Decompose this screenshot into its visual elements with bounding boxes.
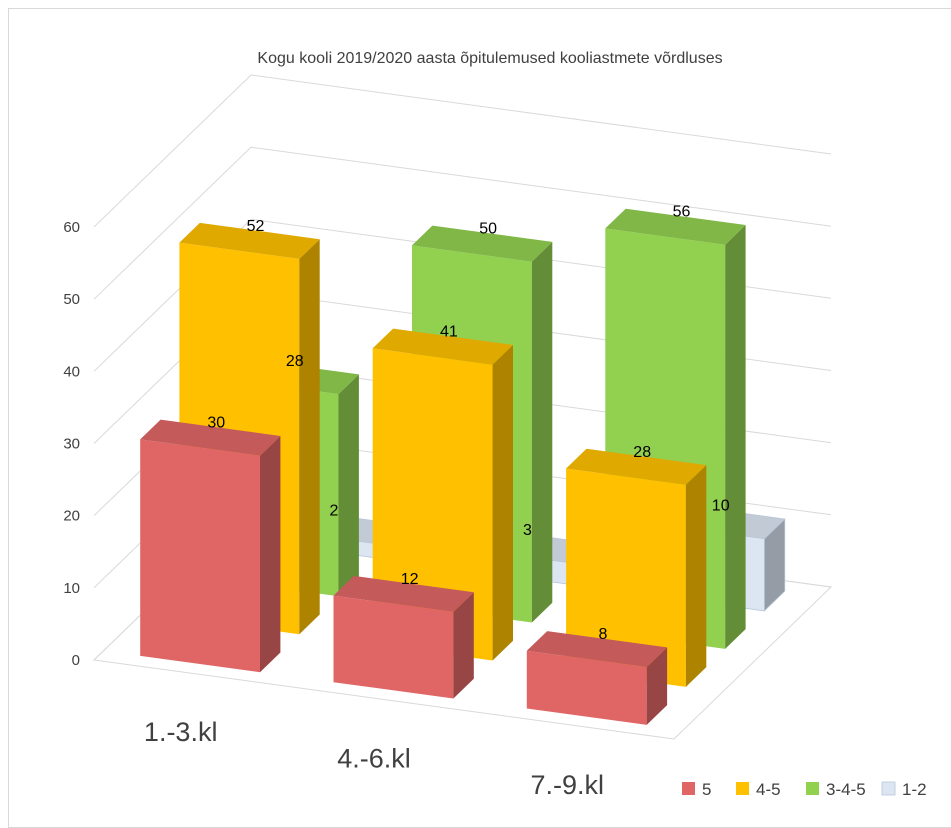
bar bbox=[140, 419, 281, 673]
bar-top-face bbox=[333, 575, 474, 612]
y-tick-label: 30 bbox=[63, 436, 80, 453]
legend-item: 1-2 bbox=[881, 780, 927, 799]
legend-item: 3-4-5 bbox=[806, 780, 866, 799]
legend-item: 5 bbox=[682, 780, 711, 799]
bar-front-face bbox=[372, 348, 493, 661]
bar-side-face bbox=[492, 344, 513, 661]
data-label: 56 bbox=[673, 204, 691, 221]
category-label: 7.-9.kl bbox=[531, 770, 605, 800]
legend-label: 5 bbox=[702, 780, 711, 799]
bar-top-face bbox=[566, 448, 707, 485]
bar bbox=[372, 328, 513, 661]
bar-side-face bbox=[453, 592, 474, 699]
bar-top-face bbox=[179, 222, 320, 259]
bar-front-face bbox=[566, 468, 686, 687]
data-label: 28 bbox=[633, 444, 651, 461]
bar-top-face bbox=[140, 419, 281, 456]
category-label: 4.-6.kl bbox=[337, 744, 411, 774]
data-label: 2 bbox=[330, 503, 339, 520]
y-tick-label: 50 bbox=[63, 291, 80, 308]
y-tick-label: 20 bbox=[63, 508, 80, 525]
bar-side-face bbox=[531, 241, 553, 623]
bar bbox=[566, 448, 707, 687]
bar-side-face bbox=[646, 647, 668, 725]
bar-top-face bbox=[526, 631, 668, 668]
y-tick-label: 10 bbox=[63, 580, 80, 597]
category-label: 1.-3.kl bbox=[144, 717, 218, 747]
bar-front-face bbox=[526, 650, 647, 725]
data-label: 50 bbox=[479, 221, 497, 238]
legend-swatch bbox=[881, 781, 896, 796]
bar-front-face bbox=[333, 595, 454, 699]
bar-side-face bbox=[260, 436, 281, 673]
data-label: 30 bbox=[207, 415, 225, 432]
bar-top-face bbox=[605, 208, 746, 245]
data-label: 12 bbox=[401, 571, 419, 588]
y-tick-label: 0 bbox=[72, 652, 80, 669]
data-label: 3 bbox=[523, 522, 532, 539]
bar bbox=[333, 575, 474, 699]
y-tick-label: 60 bbox=[63, 219, 80, 236]
legend-label: 3-4-5 bbox=[826, 780, 866, 799]
legend-label: 1-2 bbox=[902, 780, 927, 799]
bar-front-face bbox=[140, 439, 260, 673]
legend-swatch bbox=[806, 782, 819, 795]
chart-title: Kogu kooli 2019/2020 aasta õpitulemused … bbox=[257, 50, 722, 67]
legend-label: 4-5 bbox=[756, 780, 781, 799]
bar-side-face bbox=[299, 239, 320, 635]
legend-swatch bbox=[736, 782, 749, 795]
chart-root: 2 3 10 28 50 56 52 41 28 30 12 8 Kogu kooli 2019/20… bbox=[8, 8, 951, 828]
y-tick-label: 40 bbox=[63, 363, 80, 380]
bar-side-face bbox=[725, 225, 746, 649]
bar bbox=[526, 631, 668, 725]
data-label: 10 bbox=[712, 498, 730, 515]
data-label: 52 bbox=[247, 218, 265, 235]
data-label: 8 bbox=[599, 626, 608, 643]
gridline bbox=[93, 74, 832, 228]
bar-side-face bbox=[685, 465, 707, 687]
bar-side-face bbox=[338, 374, 359, 597]
data-label: 41 bbox=[440, 324, 458, 341]
legend-swatch bbox=[682, 782, 695, 795]
bar-top-face bbox=[412, 225, 553, 262]
legend-item: 4-5 bbox=[736, 780, 781, 799]
gridline bbox=[93, 146, 832, 300]
bar-top-face bbox=[372, 328, 513, 365]
data-label: 28 bbox=[286, 353, 304, 370]
